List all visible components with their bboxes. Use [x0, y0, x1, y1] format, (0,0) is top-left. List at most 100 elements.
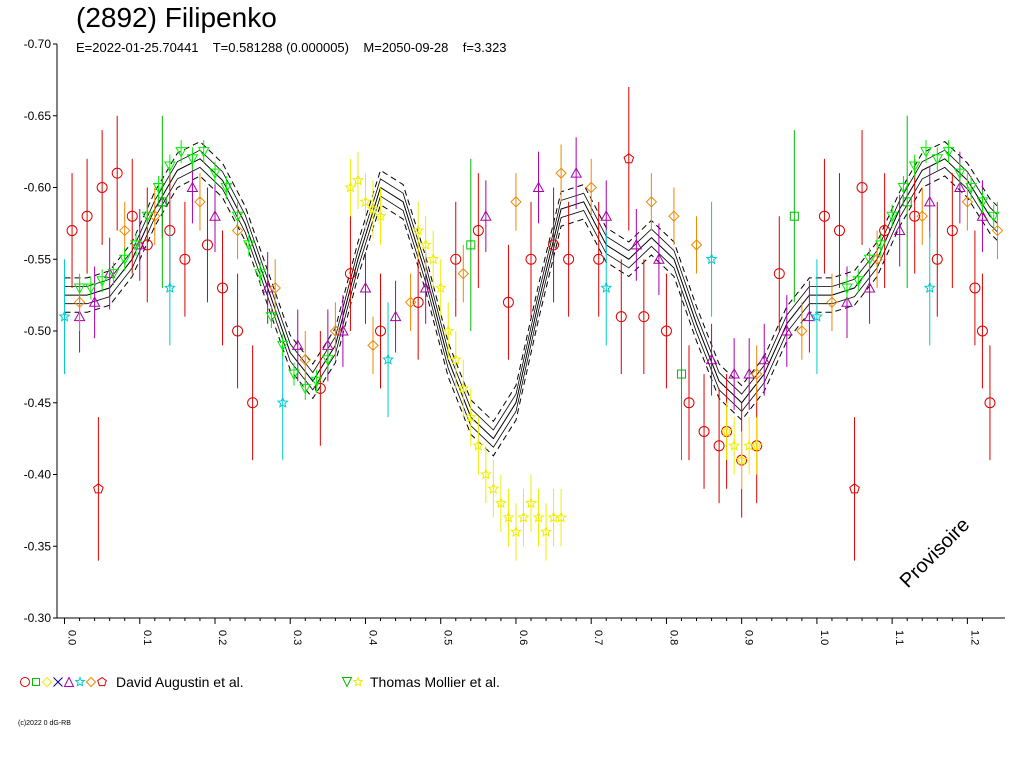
x-tick-label: 0.8 — [667, 630, 679, 645]
x-tick-label: 0.9 — [743, 630, 755, 645]
y-tick-label: -0.35 — [24, 539, 52, 553]
data-point — [119, 224, 131, 237]
x-tick-label: 0.4 — [366, 630, 378, 645]
data-point — [525, 253, 537, 265]
data-point — [908, 161, 921, 173]
data-point — [789, 211, 799, 221]
data-point — [359, 195, 372, 207]
data-point — [510, 196, 522, 208]
data-point — [728, 368, 740, 379]
data-point — [916, 210, 928, 222]
data-point — [209, 210, 221, 221]
data-point — [690, 239, 703, 251]
data-point — [85, 283, 97, 294]
data-point — [366, 202, 380, 215]
data-point — [487, 482, 500, 494]
data-point — [954, 168, 966, 180]
data-point — [976, 210, 989, 221]
data-point — [247, 397, 259, 409]
data-point — [668, 210, 680, 222]
data-point — [570, 167, 582, 178]
data-point — [133, 238, 146, 250]
data-point — [96, 276, 108, 287]
data-point — [412, 296, 424, 308]
data-point — [450, 253, 462, 265]
data-point — [720, 425, 733, 437]
data-point — [532, 511, 545, 523]
data-point — [555, 511, 568, 523]
x-tick-label: 0.5 — [442, 630, 454, 645]
data-point — [130, 240, 142, 251]
data-point — [713, 440, 725, 452]
data-point — [412, 224, 425, 236]
data-point — [449, 353, 462, 365]
data-point — [73, 283, 86, 294]
x-tick-label: 0.2 — [216, 630, 228, 645]
data-point — [152, 183, 165, 194]
x-tick-label: 0.0 — [66, 630, 78, 645]
data-point — [419, 238, 432, 250]
x-tick-label: 0.1 — [141, 630, 153, 645]
data-point — [735, 453, 748, 466]
data-point — [841, 296, 853, 307]
legend-marker — [97, 676, 107, 687]
data-point — [269, 282, 281, 294]
y-tick-label: -0.45 — [24, 396, 52, 410]
data-point — [902, 197, 912, 207]
data-point — [344, 181, 357, 193]
data-point — [826, 296, 838, 309]
data-point — [389, 310, 402, 322]
data-point — [502, 296, 514, 308]
data-point — [965, 183, 977, 194]
data-point — [705, 252, 718, 265]
data-point — [276, 396, 289, 408]
data-point — [322, 355, 334, 366]
data-point — [818, 210, 830, 222]
data-point — [231, 224, 244, 237]
data-point — [179, 253, 191, 265]
data-point — [88, 296, 101, 307]
data-point — [288, 369, 300, 381]
data-point — [946, 225, 958, 237]
data-point — [217, 282, 229, 294]
legend-marker — [85, 676, 97, 688]
data-point — [442, 324, 455, 337]
legend-label-mollier: Thomas Mollier et al. — [370, 674, 500, 690]
data-point — [923, 281, 936, 294]
data-point — [780, 324, 793, 336]
data-point — [751, 368, 763, 380]
data-point — [920, 147, 932, 158]
data-point — [683, 397, 695, 409]
y-tick-label: -0.50 — [24, 324, 52, 338]
data-point — [299, 383, 312, 395]
data-point — [600, 210, 613, 221]
x-tick-label: 1.2 — [968, 630, 980, 645]
data-point — [243, 240, 255, 251]
data-point — [164, 161, 176, 173]
data-point — [987, 211, 1000, 223]
data-point — [494, 496, 507, 509]
data-point — [186, 181, 199, 192]
data-point — [931, 253, 943, 265]
data-point — [976, 197, 989, 208]
legend-item-mollier: Thomas Mollier et al. — [340, 674, 500, 690]
data-point — [886, 211, 898, 223]
legend-marker — [20, 677, 30, 687]
x-tick-label: 1.0 — [818, 630, 830, 645]
data-point — [660, 325, 672, 337]
data-point — [126, 210, 138, 222]
data-point — [111, 167, 123, 179]
data-point — [374, 209, 387, 222]
data-point — [976, 325, 988, 337]
x-tick-label: 0.7 — [592, 630, 604, 645]
data-point — [540, 525, 553, 537]
data-point — [472, 225, 484, 237]
legend-marker — [32, 678, 40, 686]
data-point — [197, 147, 210, 158]
data-point — [479, 468, 492, 480]
legend-marker — [341, 677, 353, 688]
data-point — [893, 224, 906, 236]
data-point — [457, 267, 469, 280]
data-point — [676, 369, 686, 379]
data-point — [310, 376, 323, 388]
